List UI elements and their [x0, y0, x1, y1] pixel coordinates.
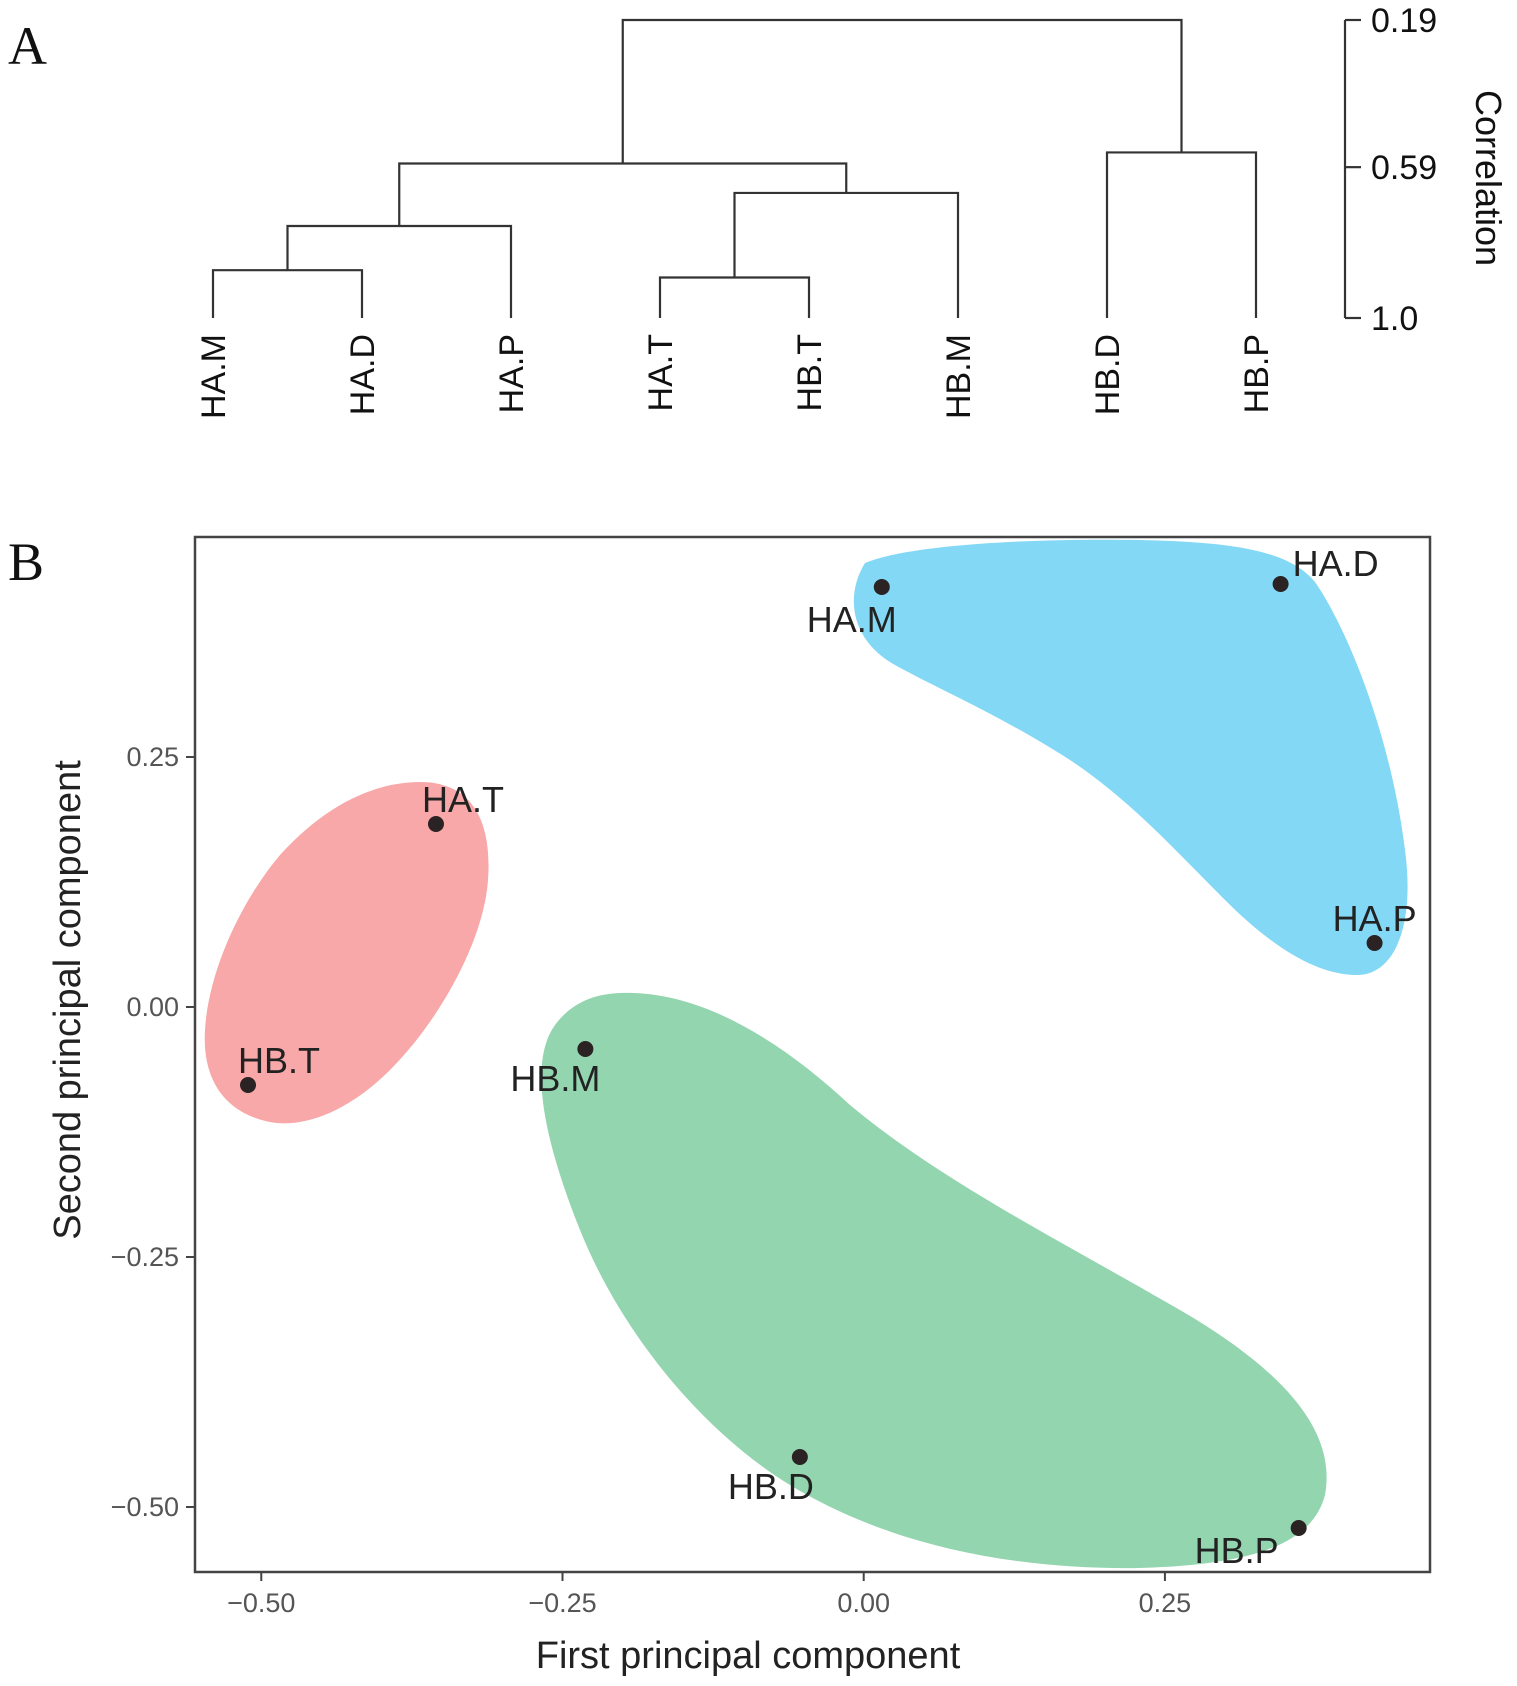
- dendrogram-leaf-label: HB.D: [1089, 334, 1127, 415]
- dendrogram-leaf-label: HB.M: [940, 334, 978, 419]
- cluster-hull-red: [204, 782, 489, 1124]
- dendrogram: HA.M HA.D HA.P HA.T HB.T HB.M HB.D HB.P: [195, 18, 1276, 419]
- pca-point-label: HB.P: [1195, 1530, 1279, 1571]
- x-tick-label: −0.50: [227, 1588, 295, 1618]
- correlation-axis-ticks: 0.19 0.59 1.0: [1345, 2, 1437, 338]
- pca-plot-frame: [193, 535, 1432, 1574]
- pca-point-labels: HA.M HA.D HA.P HA.T HB.T HB.M HB.D HB.P: [238, 543, 1417, 1571]
- dendrogram-branch-m2: [658, 276, 811, 318]
- dendrogram-branch-m1: [211, 269, 364, 318]
- pca-point: [873, 579, 890, 595]
- correlation-axis: 0.19 0.59 1.0 Correlation: [1343, 2, 1509, 338]
- dendrogram-branch-m7: [621, 18, 1183, 164]
- dendrogram-leaf-labels: HA.M HA.D HA.P HA.T HB.T HB.M HB.D HB.P: [195, 334, 1276, 419]
- y-tick-label: −0.25: [111, 1242, 179, 1272]
- correlation-tick-label: 1.0: [1371, 300, 1418, 338]
- y-tick-label: 0.25: [126, 742, 179, 772]
- pca-point-label: HA.D: [1293, 543, 1379, 584]
- pca-point-label: HB.D: [728, 1466, 814, 1507]
- pca-point-label: HA.T: [422, 779, 504, 820]
- dendrogram-leaf-label: HA.T: [642, 334, 680, 411]
- dendrogram-leaf-label: HA.D: [344, 334, 382, 415]
- dendrogram-leaf-label: HB.T: [791, 334, 829, 411]
- pca-scatter-plot: HA.MHA.DHA.PHA.THB.T HB.MHB.DHB.P −0.50 −0…: [47, 535, 1432, 1677]
- pca-point: [1366, 935, 1383, 951]
- panel-b-letter: B: [8, 532, 44, 592]
- dendrogram-leaf-label: HA.P: [493, 334, 531, 413]
- dendrogram-branch-m3: [286, 224, 513, 318]
- y-tick-label: −0.50: [111, 1492, 179, 1522]
- dendrogram-branch-m4: [733, 191, 960, 318]
- cluster-hull-blue: [853, 539, 1408, 975]
- cluster-hulls: [204, 539, 1408, 1569]
- pca-y-axis-ticks: 0.25 0.00 −0.25 −0.50: [111, 742, 195, 1522]
- pca-point: [791, 1449, 808, 1465]
- cluster-hull-green: [541, 992, 1327, 1569]
- pca-y-axis-title: Second principal component: [47, 760, 89, 1240]
- pca-point-label: HB.T: [238, 1040, 320, 1081]
- pca-point-label: HA.M: [807, 599, 897, 640]
- pca-point: [240, 1077, 257, 1093]
- pca-point: [577, 1041, 594, 1057]
- pca-points: [240, 576, 1383, 1536]
- x-tick-label: 0.00: [837, 1588, 890, 1618]
- pca-point: [1272, 576, 1289, 592]
- dendrogram-leaf-label: HA.M: [195, 334, 233, 419]
- pca-point: [1290, 1520, 1307, 1536]
- dendrogram-branches: [211, 18, 1258, 318]
- pca-point-label: HB.M: [510, 1058, 600, 1099]
- dendrogram-branch-m6: [398, 162, 848, 227]
- correlation-axis-title: Correlation: [1468, 90, 1509, 266]
- pca-x-axis-title: First principal component: [536, 1635, 961, 1677]
- correlation-tick-label: 0.59: [1371, 149, 1437, 187]
- x-tick-label: −0.25: [528, 1588, 596, 1618]
- pca-point-label: HA.P: [1333, 898, 1417, 939]
- x-tick-label: 0.25: [1139, 1588, 1192, 1618]
- dendrogram-leaf-label: HB.P: [1238, 334, 1276, 413]
- y-tick-label: 0.00: [126, 992, 179, 1022]
- pca-point: [427, 816, 444, 832]
- correlation-tick-label: 0.19: [1371, 2, 1437, 40]
- pca-x-axis-ticks: −0.50 −0.25 0.00 0.25: [227, 1572, 1191, 1618]
- dendrogram-branch-m5: [1105, 151, 1258, 318]
- panel-a-letter: A: [8, 16, 47, 76]
